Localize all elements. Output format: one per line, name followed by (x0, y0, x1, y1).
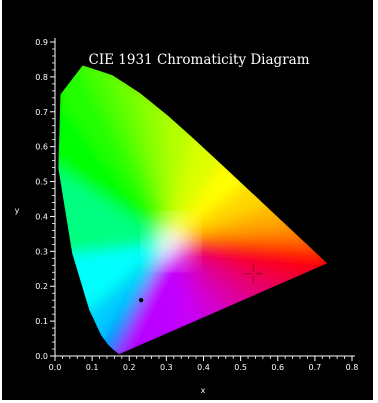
x-tick-label: 0.5 (234, 363, 247, 372)
x-tick-label: 0.0 (49, 363, 62, 372)
y-tick-label: 0.4 (35, 212, 48, 221)
white-point-glow (149, 219, 194, 264)
markers (138, 264, 263, 303)
marker-crosshair (244, 264, 263, 283)
y-tick-label: 0.9 (35, 38, 48, 47)
gamut-wedge (112, 240, 172, 355)
y-tick-label: 0.0 (35, 352, 48, 361)
y-tick-label: 0.6 (35, 143, 48, 152)
y-tick-label: 0.1 (35, 317, 48, 326)
x-tick-label: 0.8 (346, 363, 359, 372)
gamut-fill (58, 65, 328, 355)
axes: 0.0 0.1 0.2 0.3 0.4 0.5 0.6 0.7 0.8 0.0 0.1 0.2 0.3 0… (35, 38, 358, 372)
y-tick-label: 0.2 (35, 282, 48, 291)
x-tick-label: 0.3 (160, 363, 173, 372)
chromaticity-chart: 0.0 0.1 0.2 0.3 0.4 0.5 0.6 0.7 0.8 0.0 0.1 0.2 0.3 0… (15, 38, 358, 395)
x-tick-label: 0.1 (86, 363, 99, 372)
spectral-locus (57, 64, 329, 355)
x-axis-label: x (201, 386, 206, 395)
y-axis-label: y (15, 206, 20, 215)
x-tick-label: 0.7 (309, 363, 322, 372)
chart-title: CIE 1931 Chromaticity Diagram (88, 52, 309, 68)
marker-dot (138, 297, 144, 303)
y-tick-label: 0.5 (35, 178, 48, 187)
y-tick-label: 0.3 (35, 247, 48, 256)
y-tick-label: 0.8 (35, 73, 48, 82)
x-tick-label: 0.2 (123, 363, 136, 372)
x-tick-label: 0.6 (271, 363, 284, 372)
y-tick-label: 0.7 (35, 108, 48, 117)
chart-panel: 0.0 0.1 0.2 0.3 0.4 0.5 0.6 0.7 0.8 0.0 0.1 0.2 0.3 0… (2, 0, 373, 400)
x-tick-label: 0.4 (197, 363, 210, 372)
